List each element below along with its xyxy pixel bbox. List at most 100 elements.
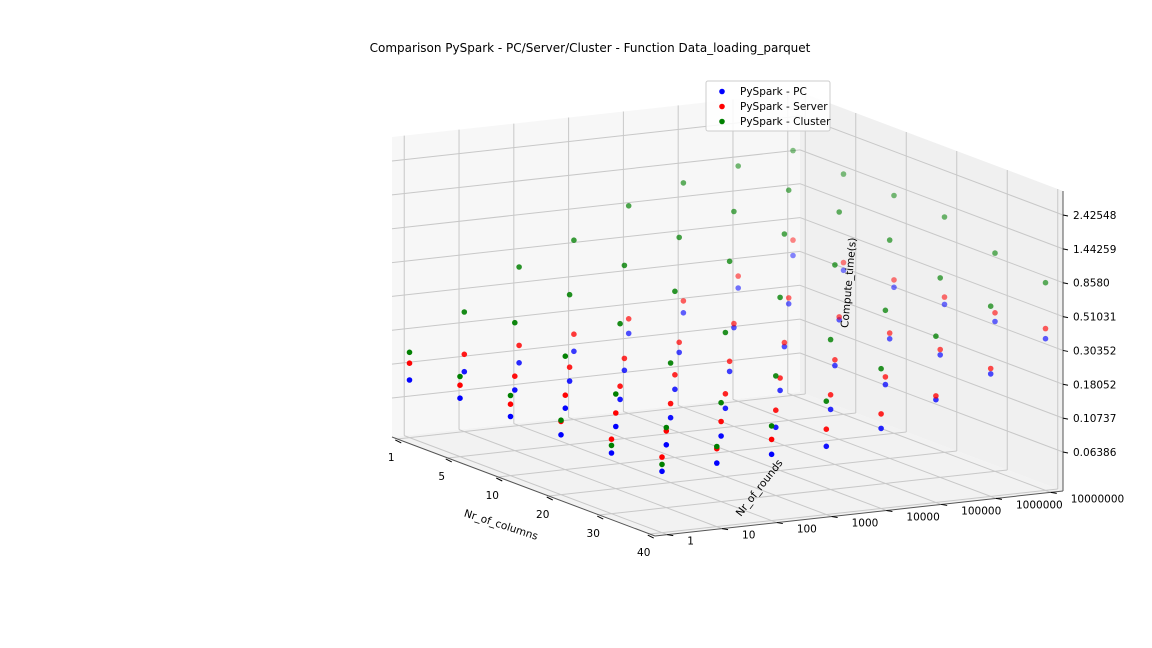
scatter-points xyxy=(406,147,1049,475)
z-tick-label: 0.18052 xyxy=(1073,379,1116,391)
back-grid-z xyxy=(799,149,1064,250)
point-cluster xyxy=(937,275,943,281)
floor-grid-y xyxy=(513,423,777,524)
point-pc xyxy=(937,352,943,358)
point-pc xyxy=(735,285,741,291)
point-cluster xyxy=(617,320,623,327)
point-pc xyxy=(571,348,577,355)
back-grid-z xyxy=(799,115,1064,216)
point-pc xyxy=(457,395,463,402)
back-grid-z xyxy=(799,183,1064,284)
point-server xyxy=(625,316,632,322)
point-cluster xyxy=(507,392,514,399)
z-tick-label: 0.10737 xyxy=(1073,413,1116,425)
point-server xyxy=(726,358,733,365)
point-server xyxy=(718,418,724,425)
point-pc xyxy=(832,362,838,369)
point-pc xyxy=(558,432,564,438)
left-wall-pane xyxy=(392,92,800,437)
point-cluster xyxy=(562,353,569,360)
point-pc xyxy=(718,433,724,439)
x-tick-mark xyxy=(647,534,654,539)
x-axis-label: Nr_of_columns xyxy=(462,508,539,543)
point-server xyxy=(827,392,834,398)
point-cluster xyxy=(785,187,792,193)
point-server xyxy=(785,295,792,301)
point-cluster xyxy=(613,391,619,397)
point-cluster xyxy=(676,234,682,241)
point-cluster xyxy=(512,319,518,326)
point-pc xyxy=(672,386,678,393)
legend-marker-cluster xyxy=(719,118,725,125)
point-server xyxy=(836,314,842,320)
point-server xyxy=(987,365,994,372)
point-cluster xyxy=(621,262,628,269)
point-pc xyxy=(768,451,775,458)
point-pc xyxy=(1042,335,1049,342)
point-pc xyxy=(878,425,884,432)
y-tick-label: 1000 xyxy=(852,518,879,530)
point-server xyxy=(832,357,838,363)
floor-grid-y xyxy=(732,398,997,499)
point-cluster xyxy=(608,442,615,449)
point-cluster xyxy=(735,163,741,169)
legend-marker-server xyxy=(719,103,725,110)
y-tick-mark xyxy=(721,528,729,531)
x-tick-mark xyxy=(395,439,402,444)
point-server xyxy=(731,320,737,327)
wall-grid-z xyxy=(391,284,801,331)
point-cluster xyxy=(659,461,665,468)
point-cluster xyxy=(731,208,737,215)
point-pc xyxy=(992,318,998,325)
point-pc xyxy=(613,423,619,430)
point-cluster xyxy=(790,147,796,154)
z-tick-mark xyxy=(1062,417,1069,420)
point-server xyxy=(571,331,577,338)
z-tick-label: 0.30352 xyxy=(1073,345,1116,357)
point-cluster xyxy=(836,209,842,215)
point-cluster xyxy=(777,294,783,301)
y-tick-mark xyxy=(776,522,783,525)
back-wall-pane xyxy=(800,92,1063,491)
y-tick-label: 10000000 xyxy=(1071,493,1124,505)
point-cluster xyxy=(558,417,564,424)
x-tick-mark xyxy=(546,496,553,501)
point-cluster xyxy=(680,180,687,186)
floor-grid-y xyxy=(458,429,723,530)
point-server xyxy=(886,330,893,336)
point-cluster xyxy=(891,192,897,199)
point-pc xyxy=(773,424,779,431)
point-pc xyxy=(621,367,628,374)
y-tick-label: 100000 xyxy=(961,505,1001,517)
chart-title: Comparison PySpark - PC/Server/Cluster -… xyxy=(370,41,811,55)
point-pc xyxy=(659,468,665,475)
z-tick-mark xyxy=(1062,349,1069,352)
point-server xyxy=(613,410,619,416)
point-server xyxy=(512,373,518,380)
x-tick-label: 30 xyxy=(587,528,600,540)
point-pc xyxy=(714,460,720,466)
point-cluster xyxy=(663,424,670,431)
point-pc xyxy=(667,414,674,421)
point-pc xyxy=(663,442,670,448)
back-grid-z xyxy=(799,318,1064,419)
point-server xyxy=(406,360,413,367)
point-server xyxy=(617,383,623,390)
point-server xyxy=(507,401,514,408)
point-pc xyxy=(882,381,889,388)
z-tick-mark xyxy=(1062,451,1069,454)
y-tick-mark xyxy=(667,534,674,537)
point-pc xyxy=(512,387,518,393)
y-tick-mark xyxy=(886,509,893,512)
point-server xyxy=(777,375,783,381)
point-server xyxy=(676,339,682,346)
z-tick-mark xyxy=(1062,316,1069,319)
z-tick-mark xyxy=(1062,248,1069,251)
point-server xyxy=(457,382,463,389)
x-tick-mark xyxy=(597,515,604,520)
legend-box xyxy=(705,80,831,132)
point-pc xyxy=(566,378,573,384)
point-pc xyxy=(726,368,733,375)
back-grid-z xyxy=(799,217,1064,318)
point-pc xyxy=(840,267,847,274)
